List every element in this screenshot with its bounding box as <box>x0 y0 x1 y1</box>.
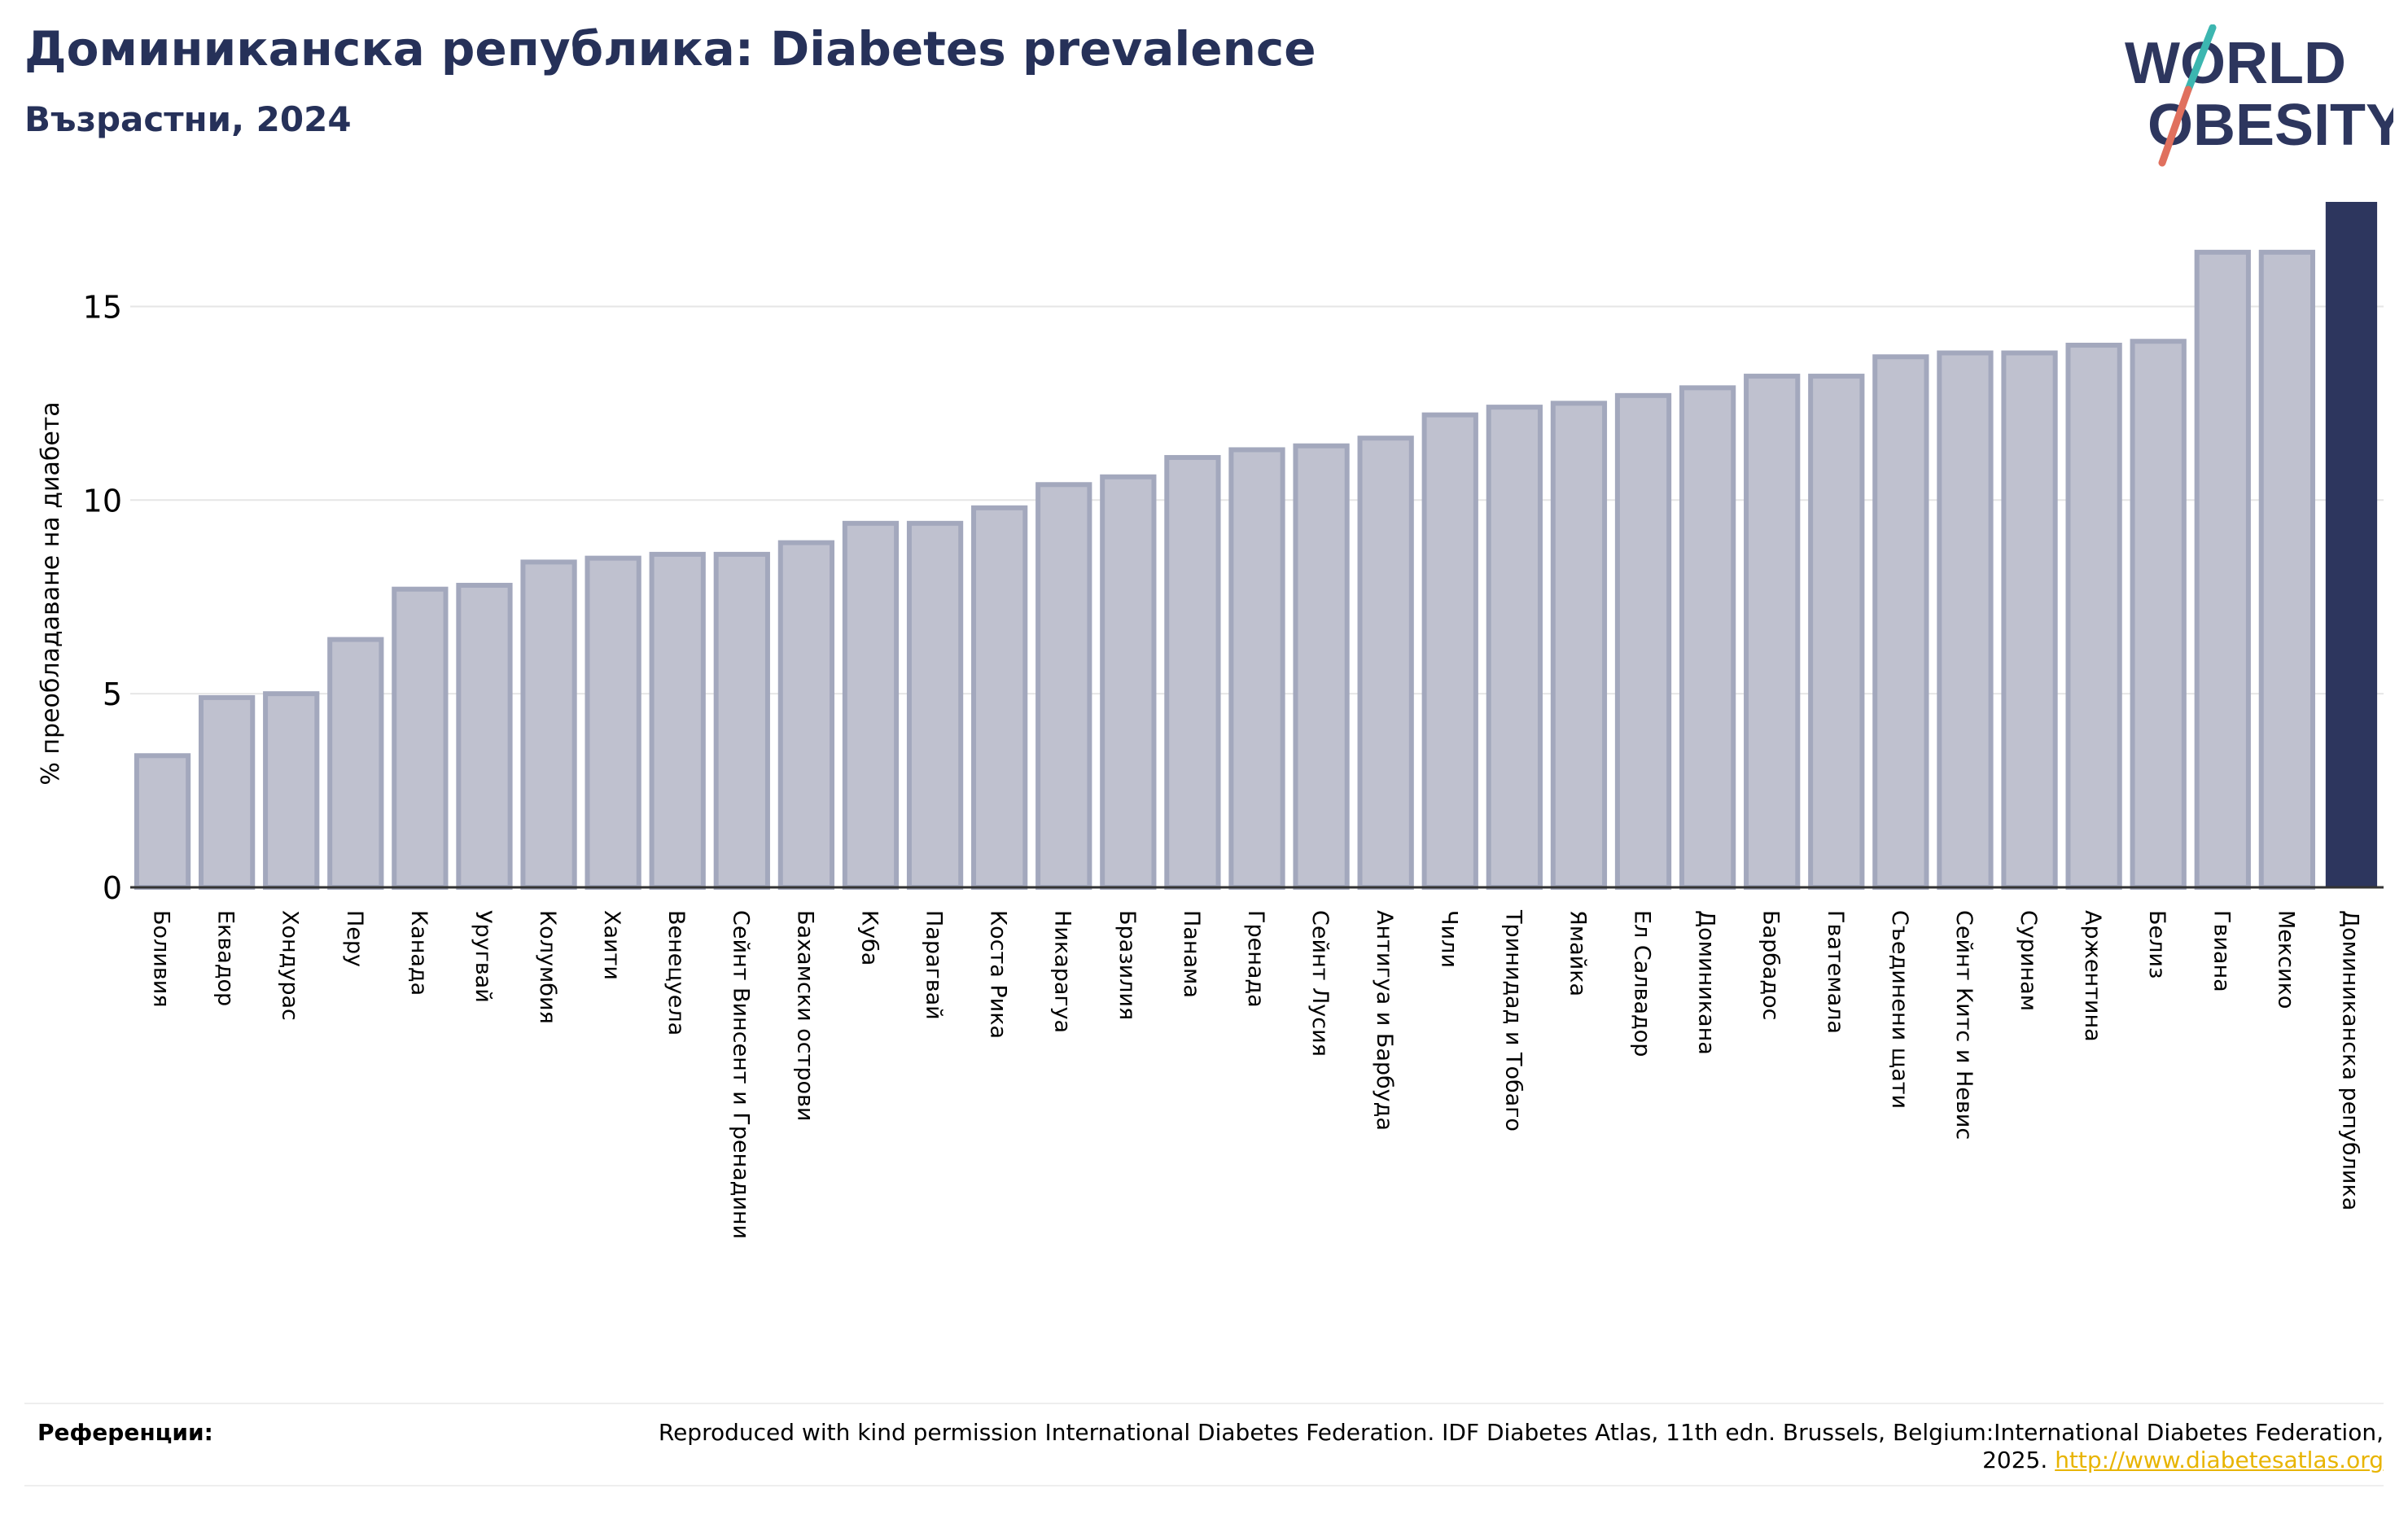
bar <box>713 551 770 890</box>
x-tick-label: Сейнт Лусия <box>1307 910 1333 1057</box>
x-tick-label: Хаити <box>599 910 624 980</box>
y-tick-label: 0 <box>103 870 122 906</box>
references-divider-bottom <box>24 1485 2384 1486</box>
logo-line1: WORLD <box>2125 31 2346 96</box>
x-tick-label: Боливия <box>149 910 174 1008</box>
bar <box>2258 249 2316 890</box>
bar <box>1937 350 1994 890</box>
bar <box>2001 350 2058 890</box>
x-tick-label: Бразилия <box>1114 910 1140 1020</box>
bar <box>1357 436 1414 890</box>
bar <box>1808 374 1865 890</box>
x-tick-label: Мексико <box>2273 910 2298 1009</box>
x-tick-label: Панама <box>1179 910 1204 998</box>
references-text: Reproduced with kind permission Internat… <box>593 1419 2384 1474</box>
x-tick-label: Суринам <box>2016 910 2041 1011</box>
x-tick-label: Гренада <box>1243 910 1268 1008</box>
x-tick-label: Съединени щати <box>1887 910 1912 1109</box>
bar <box>1100 474 1157 890</box>
bar <box>971 505 1028 890</box>
x-tick-label: Перу <box>342 910 367 967</box>
bar <box>1228 447 1285 890</box>
x-tick-label: Ямайка <box>1565 910 1590 996</box>
x-tick-label: Сейнт Винсент и Гренадини <box>728 910 753 1239</box>
bar <box>777 540 835 890</box>
bar <box>263 691 320 891</box>
x-tick-label: Парагвай <box>922 910 947 1020</box>
bar <box>392 586 449 891</box>
references-label: Референции: <box>37 1419 213 1446</box>
references-citation: Reproduced with kind permission Internat… <box>658 1419 2384 1473</box>
x-tick-label: Аржентина <box>2080 910 2105 1042</box>
bar <box>1679 385 1736 890</box>
bar <box>520 559 577 891</box>
world-obesity-logo: WORLD OBESITY <box>2125 24 2393 167</box>
bar <box>1486 405 1543 891</box>
logo-line2: OBESITY <box>2147 93 2393 158</box>
x-tick-label: Колумбия <box>535 910 560 1024</box>
bar-highlight <box>2325 202 2378 887</box>
logo-slash-teal <box>2184 24 2217 94</box>
bar <box>1744 374 1801 890</box>
x-tick-label: Коста Рика <box>986 910 1011 1039</box>
x-tick-label: Канада <box>406 910 431 996</box>
bar <box>327 637 384 890</box>
page-subtitle: Възрастни, 2024 <box>24 99 352 139</box>
bar <box>2065 343 2122 890</box>
bar <box>1035 482 1092 891</box>
bar <box>134 753 191 890</box>
x-tick-label: Венецуела <box>663 910 689 1035</box>
bar-chart: 0 5 10 15 Боливия Еквадор Хондурас Перу Канада У… <box>37 202 2384 1239</box>
bar <box>1614 392 1672 891</box>
bar <box>584 555 641 890</box>
y-tick-label: 10 <box>83 483 122 519</box>
bar <box>2194 249 2251 890</box>
bar <box>1421 412 1478 890</box>
x-tick-label: Бахамски острови <box>792 910 817 1121</box>
x-tick-label: Ел Салвадор <box>1630 910 1655 1057</box>
x-tick-label: Гватемала <box>1823 910 1848 1034</box>
x-tick-label: Хондурас <box>278 910 303 1021</box>
bar <box>1164 454 1221 890</box>
x-tick-label: Еквадор <box>213 910 239 1006</box>
x-tick-label: Тринидад и Тобаго <box>1500 909 1526 1132</box>
bar <box>1550 401 1608 890</box>
x-tick-label: Никарагуа <box>1050 910 1075 1033</box>
x-tick-label: Барбадос <box>1758 910 1784 1020</box>
x-tick-label: Гвиана <box>2209 910 2234 992</box>
bar <box>1293 443 1350 890</box>
x-tick-label: Белиз <box>2144 910 2169 979</box>
bar <box>649 551 706 890</box>
x-tick-label: Антигуа и Барбуда <box>1372 910 1397 1131</box>
bar <box>842 520 900 891</box>
x-tick-label: Сейнт Китс и Невис <box>1951 910 1977 1140</box>
x-tick-label: Уругвай <box>471 910 496 1003</box>
bar <box>456 582 513 890</box>
references-divider-top <box>24 1403 2384 1404</box>
y-tick-label: 5 <box>103 676 122 712</box>
bars <box>134 202 2378 891</box>
bar <box>906 520 964 891</box>
y-tick-labels: 0 5 10 15 <box>83 289 122 906</box>
y-axis-label: % преобладаване на диабета <box>37 401 65 785</box>
logo-slash-coral <box>2158 85 2192 167</box>
bar <box>2130 339 2187 891</box>
page-title: Доминиканска република: Diabetes prevale… <box>24 21 1316 77</box>
bar <box>1872 354 1929 890</box>
bar <box>198 694 256 890</box>
x-tick-label: Чили <box>1436 910 1461 968</box>
y-tick-label: 15 <box>83 289 122 325</box>
x-tick-label: Доминикана <box>1694 910 1719 1055</box>
x-tick-label: Доминиканска република <box>2337 910 2362 1211</box>
x-tick-labels: Боливия Еквадор Хондурас Перу Канада Уругвай К… <box>149 909 2363 1239</box>
x-tick-label: Куба <box>856 910 882 965</box>
references-link[interactable]: http://www.diabetesatlas.org <box>2055 1447 2384 1473</box>
